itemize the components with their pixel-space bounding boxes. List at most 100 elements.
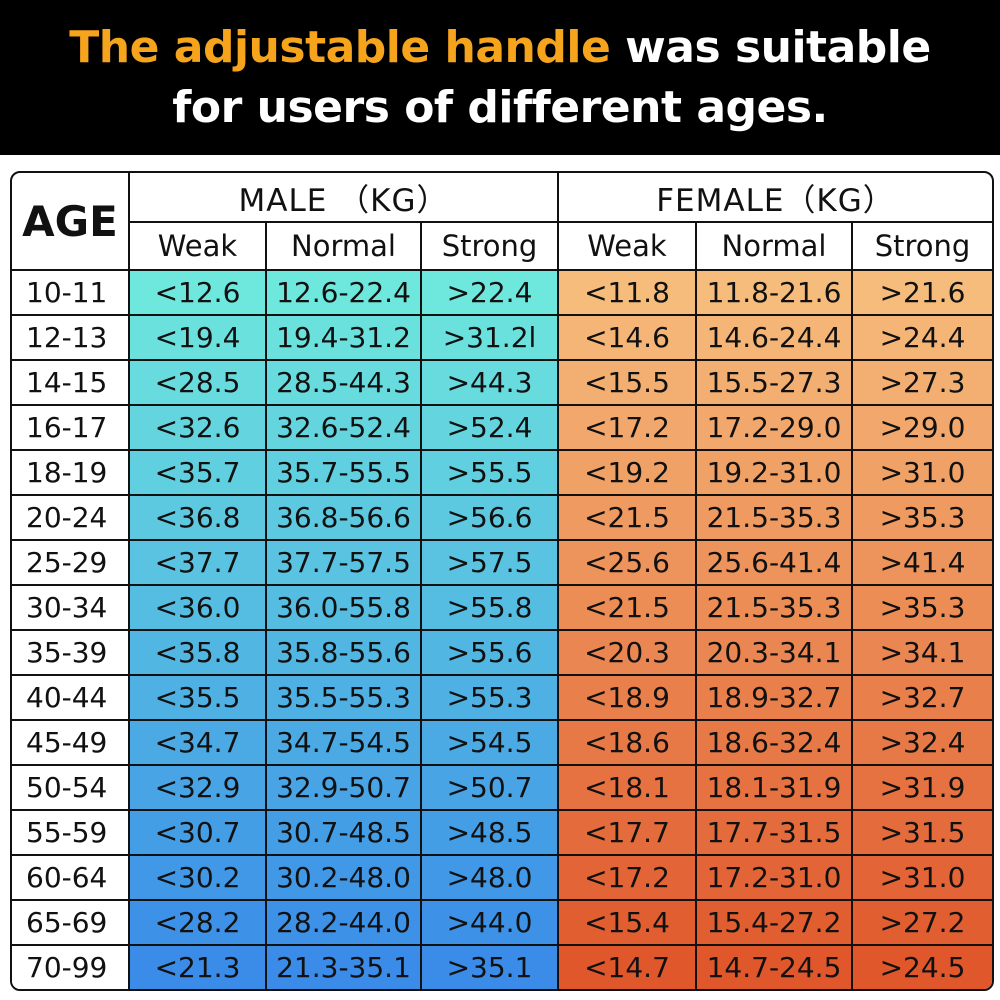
title-rest: was suitable: [610, 22, 931, 73]
age-cell: 25-29: [12, 541, 130, 586]
male-normal-cell: 32.9-50.7: [267, 766, 422, 811]
female-weak-cell: <15.4: [559, 901, 697, 946]
age-cell: 60-64: [12, 856, 130, 901]
female-weak-cell: <14.6: [559, 316, 697, 361]
male-weak-cell: <32.9: [130, 766, 267, 811]
male-weak-cell: <30.7: [130, 811, 267, 856]
female-strong-cell: >24.4: [853, 316, 992, 361]
male-strong-cell: >54.5: [422, 721, 559, 766]
age-cell: 18-19: [12, 451, 130, 496]
female-strong-cell: >27.2: [853, 901, 992, 946]
female-normal-header: Normal: [697, 223, 853, 271]
male-normal-cell: 36.0-55.8: [267, 586, 422, 631]
male-strong-cell: >22.4: [422, 271, 559, 316]
age-cell: 30-34: [12, 586, 130, 631]
male-strong-cell: >55.6: [422, 631, 559, 676]
male-weak-cell: <30.2: [130, 856, 267, 901]
female-strong-cell: >35.3: [853, 496, 992, 541]
male-normal-cell: 36.8-56.6: [267, 496, 422, 541]
female-strong-cell: >31.9: [853, 766, 992, 811]
age-cell: 40-44: [12, 676, 130, 721]
female-weak-cell: <15.5: [559, 361, 697, 406]
female-weak-cell: <17.2: [559, 406, 697, 451]
male-normal-cell: 32.6-52.4: [267, 406, 422, 451]
age-cell: 35-39: [12, 631, 130, 676]
table-row: 25-29 <37.7 37.7-57.5 >57.5 <25.6 25.6-41.4 >4…: [12, 541, 992, 586]
table-row: 40-44 <35.5 35.5-55.3 >55.3 <18.9 18.9-32.7 >3…: [12, 676, 992, 721]
female-weak-cell: <17.7: [559, 811, 697, 856]
male-weak-cell: <34.7: [130, 721, 267, 766]
male-weak-cell: <32.6: [130, 406, 267, 451]
female-strong-cell: >24.5: [853, 946, 992, 989]
female-strong-cell: >31.5: [853, 811, 992, 856]
title-banner: The adjustable handle was suitable for u…: [0, 0, 1000, 155]
male-normal-cell: 35.8-55.6: [267, 631, 422, 676]
female-normal-cell: 19.2-31.0: [697, 451, 853, 496]
female-weak-cell: <21.5: [559, 496, 697, 541]
female-strong-cell: >27.3: [853, 361, 992, 406]
age-cell: 55-59: [12, 811, 130, 856]
female-weak-cell: <18.9: [559, 676, 697, 721]
female-weak-cell: <20.3: [559, 631, 697, 676]
female-weak-cell: <25.6: [559, 541, 697, 586]
male-normal-cell: 19.4-31.2: [267, 316, 422, 361]
female-normal-cell: 11.8-21.6: [697, 271, 853, 316]
age-cell: 10-11: [12, 271, 130, 316]
age-cell: 45-49: [12, 721, 130, 766]
female-normal-cell: 18.6-32.4: [697, 721, 853, 766]
male-normal-cell: 30.2-48.0: [267, 856, 422, 901]
title-line-2: for users of different ages.: [172, 82, 828, 133]
title-line-1: The adjustable handle was suitable: [0, 18, 1000, 78]
age-cell: 65-69: [12, 901, 130, 946]
age-cell: 16-17: [12, 406, 130, 451]
female-normal-cell: 14.6-24.4: [697, 316, 853, 361]
female-strong-cell: >29.0: [853, 406, 992, 451]
male-normal-header: Normal: [267, 223, 422, 271]
female-strong-header: Strong: [853, 223, 992, 271]
male-strong-cell: >56.6: [422, 496, 559, 541]
male-strong-cell: >35.1: [422, 946, 559, 989]
title-highlight: The adjustable handle: [69, 22, 611, 73]
male-weak-cell: <12.6: [130, 271, 267, 316]
female-weak-header: Weak: [559, 223, 697, 271]
male-normal-cell: 30.7-48.5: [267, 811, 422, 856]
female-header: FEMALE（KG）: [559, 173, 992, 223]
male-strong-cell: >52.4: [422, 406, 559, 451]
male-normal-cell: 34.7-54.5: [267, 721, 422, 766]
female-weak-cell: <21.5: [559, 586, 697, 631]
age-cell: 70-99: [12, 946, 130, 989]
male-strong-cell: >55.3: [422, 676, 559, 721]
female-weak-cell: <18.6: [559, 721, 697, 766]
table-row: 70-99 <21.3 21.3-35.1 >35.1 <14.7 14.7-24.5 >2…: [12, 946, 992, 989]
male-strong-cell: >57.5: [422, 541, 559, 586]
male-weak-cell: <19.4: [130, 316, 267, 361]
male-weak-cell: <37.7: [130, 541, 267, 586]
male-strong-cell: >31.2l: [422, 316, 559, 361]
age-cell: 12-13: [12, 316, 130, 361]
table-row: 16-17 <32.6 32.6-52.4 >52.4 <17.2 17.2-29.0 >2…: [12, 406, 992, 451]
male-header: MALE （KG）: [130, 173, 559, 223]
female-normal-cell: 17.7-31.5: [697, 811, 853, 856]
female-weak-cell: <18.1: [559, 766, 697, 811]
male-normal-cell: 37.7-57.5: [267, 541, 422, 586]
male-weak-cell: <36.0: [130, 586, 267, 631]
female-normal-cell: 21.5-35.3: [697, 496, 853, 541]
male-weak-cell: <28.2: [130, 901, 267, 946]
female-normal-cell: 17.2-29.0: [697, 406, 853, 451]
female-normal-cell: 25.6-41.4: [697, 541, 853, 586]
age-header: AGE: [12, 173, 130, 271]
table-row: 30-34 <36.0 36.0-55.8 >55.8 <21.5 21.5-35.3 >3…: [12, 586, 992, 631]
age-cell: 14-15: [12, 361, 130, 406]
male-normal-cell: 28.2-44.0: [267, 901, 422, 946]
table-row: 60-64 <30.2 30.2-48.0 >48.0 <17.2 17.2-31.0 >3…: [12, 856, 992, 901]
male-weak-header: Weak: [130, 223, 267, 271]
table-row: 45-49 <34.7 34.7-54.5 >54.5 <18.6 18.6-32.4 >3…: [12, 721, 992, 766]
table-row: 55-59 <30.7 30.7-48.5 >48.5 <17.7 17.7-31.5 >3…: [12, 811, 992, 856]
table-row: 10-11 <12.6 12.6-22.4 >22.4 <11.8 11.8-21.6 >2…: [12, 271, 992, 316]
table-row: 18-19 <35.7 35.7-55.5 >55.5 <19.2 19.2-31.0 >3…: [12, 451, 992, 496]
table-row: 20-24 <36.8 36.8-56.6 >56.6 <21.5 21.5-35.3 >3…: [12, 496, 992, 541]
female-strong-cell: >34.1: [853, 631, 992, 676]
female-normal-cell: 21.5-35.3: [697, 586, 853, 631]
female-normal-cell: 17.2-31.0: [697, 856, 853, 901]
male-strong-cell: >44.0: [422, 901, 559, 946]
